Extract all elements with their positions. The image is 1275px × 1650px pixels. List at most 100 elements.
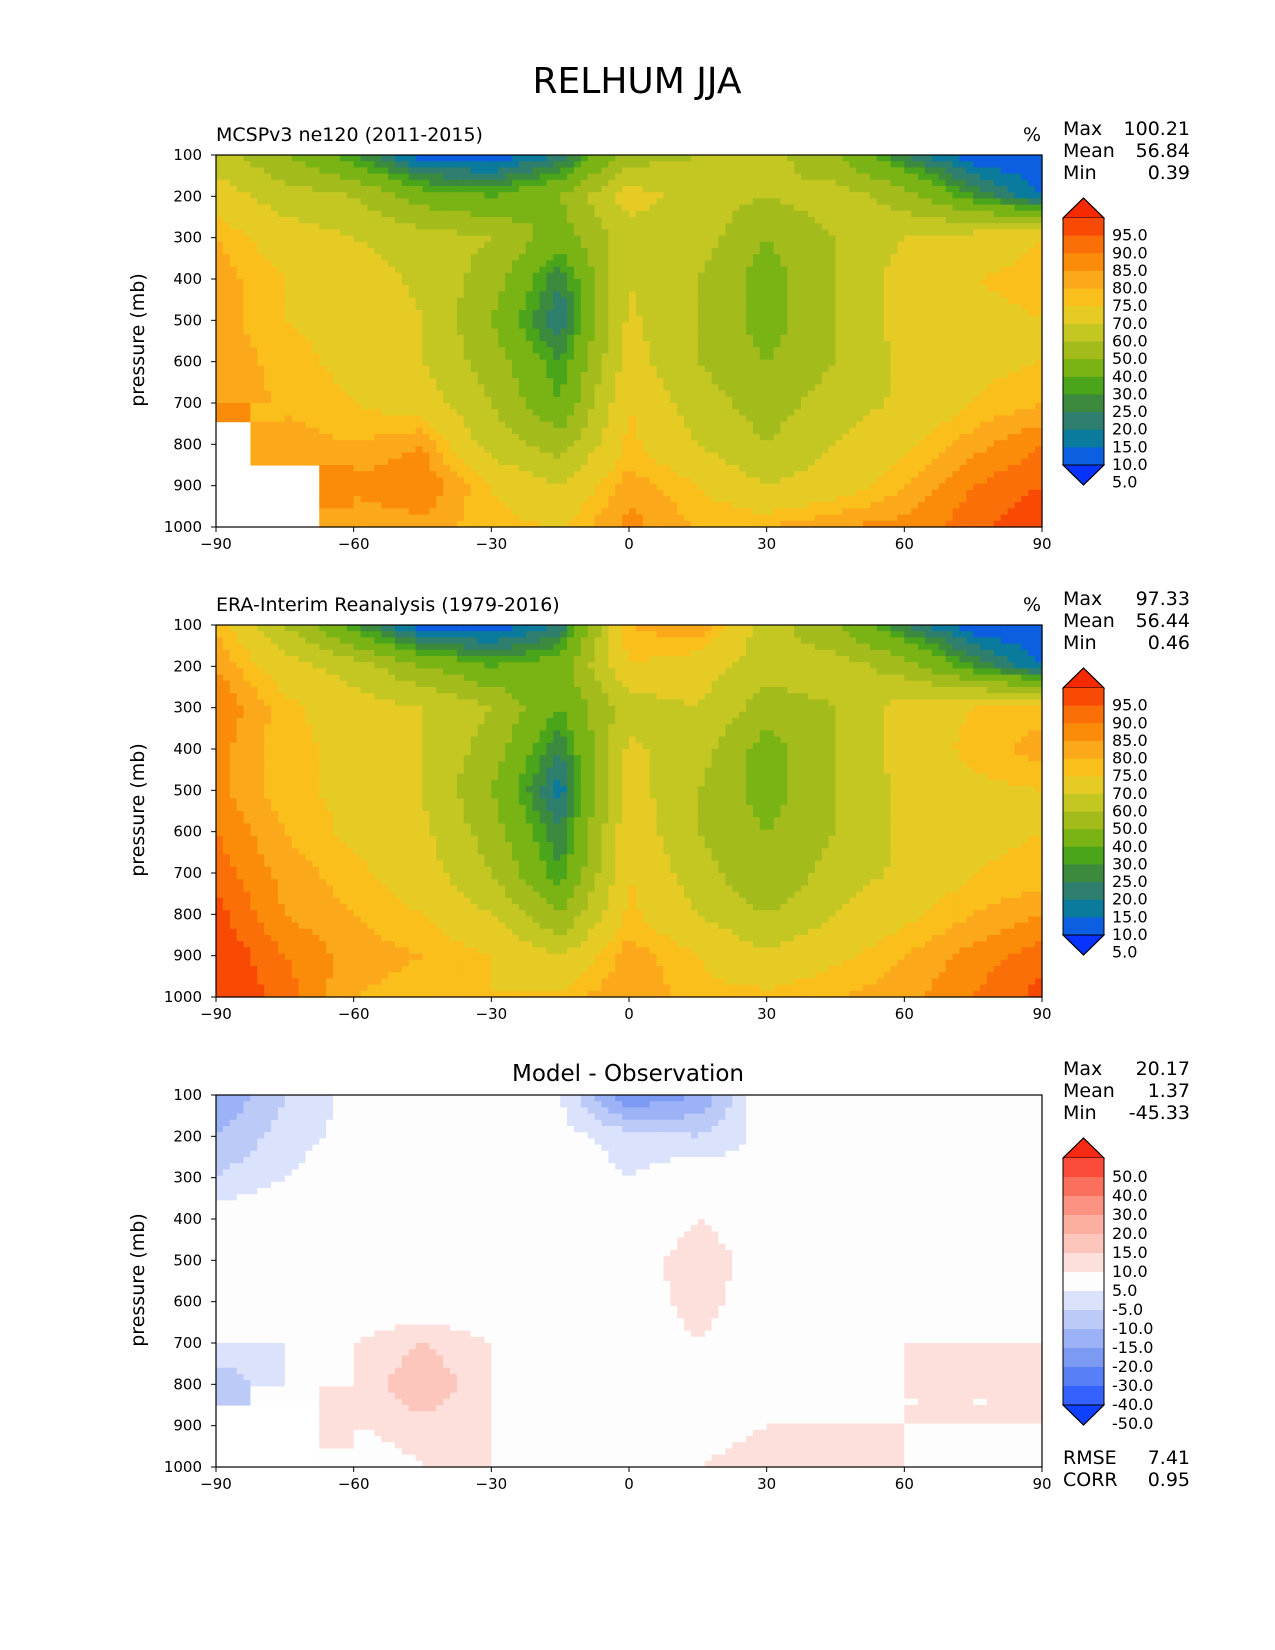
contour-cell <box>388 341 395 348</box>
contour-cell <box>753 316 760 323</box>
contour-cell <box>230 310 237 317</box>
contour-cell <box>932 397 939 404</box>
contour-cell <box>292 291 299 298</box>
contour-cell <box>347 254 354 261</box>
contour-cell <box>457 217 464 224</box>
contour-cell <box>340 372 347 379</box>
contour-cell <box>622 298 629 305</box>
contour-cell <box>615 347 622 354</box>
contour-cell <box>347 229 354 236</box>
contour-cell <box>718 353 725 360</box>
contour-cell <box>588 329 595 336</box>
contour-cell <box>911 353 918 360</box>
contour-cell <box>326 273 333 280</box>
contour-cell <box>1028 167 1035 174</box>
contour-cell <box>705 260 712 267</box>
contour-cell <box>305 174 312 181</box>
contour-cell <box>746 192 753 199</box>
contour-cell <box>216 360 223 367</box>
contour-cell <box>588 211 595 218</box>
contour-cell <box>959 192 966 199</box>
contour-cell <box>1021 316 1028 323</box>
contour-cell <box>471 341 478 348</box>
contour-cell <box>519 186 526 193</box>
contour-cell <box>250 353 257 360</box>
contour-cell <box>478 316 485 323</box>
contour-cell <box>347 291 354 298</box>
contour-cell <box>292 161 299 168</box>
contour-cell <box>622 217 629 224</box>
contour-cell <box>787 329 794 336</box>
contour-cell <box>966 310 973 317</box>
contour-cell <box>897 285 904 292</box>
contour-cell <box>237 248 244 255</box>
contour-cell <box>354 304 361 311</box>
contour-cell <box>643 267 650 274</box>
contour-cell <box>801 211 808 218</box>
contour-cell <box>780 192 787 199</box>
contour-cell <box>712 341 719 348</box>
contour-cell <box>657 335 664 342</box>
contour-cell <box>980 353 987 360</box>
contour-cell <box>822 155 829 162</box>
contour-cell <box>946 341 953 348</box>
contour-cell <box>884 260 891 267</box>
contour-cell <box>622 192 629 199</box>
contour-cell <box>897 316 904 323</box>
contour-cell <box>312 229 319 236</box>
contour-cell <box>574 242 581 249</box>
contour-cell <box>939 242 946 249</box>
contour-cell <box>533 397 540 404</box>
contour-cell <box>684 360 691 367</box>
contour-cell <box>478 242 485 249</box>
contour-cell <box>629 198 636 205</box>
contour-cell <box>264 372 271 379</box>
contour-cell <box>491 217 498 224</box>
contour-cell <box>650 248 657 255</box>
contour-cell <box>1028 341 1035 348</box>
contour-cell <box>581 384 588 391</box>
contour-cell <box>450 347 457 354</box>
contour-cell <box>361 186 368 193</box>
contour-cell <box>595 273 602 280</box>
contour-cell <box>615 384 622 391</box>
contour-cell <box>567 155 574 162</box>
contour-cell <box>361 298 368 305</box>
contour-cell <box>526 180 533 187</box>
contour-cell <box>794 248 801 255</box>
contour-cell <box>643 304 650 311</box>
contour-cell <box>815 186 822 193</box>
contour-cell <box>264 316 271 323</box>
contour-cell <box>608 180 615 187</box>
contour-cell <box>464 192 471 199</box>
contour-cell <box>698 298 705 305</box>
contour-cell <box>223 229 230 236</box>
contour-cell <box>698 254 705 261</box>
contour-cell <box>842 161 849 168</box>
contour-cell <box>540 391 547 398</box>
contour-cell <box>746 285 753 292</box>
contour-cell <box>409 211 416 218</box>
contour-cell <box>443 316 450 323</box>
contour-cell <box>278 397 285 404</box>
contour-cell <box>1028 397 1035 404</box>
contour-cell <box>388 378 395 385</box>
contour-cell <box>484 192 491 199</box>
contour-cell <box>856 397 863 404</box>
contour-cell <box>409 384 416 391</box>
contour-cell <box>877 378 884 385</box>
contour-cell <box>464 273 471 280</box>
contour-cell <box>305 229 312 236</box>
contour-cell <box>780 180 787 187</box>
contour-cell <box>374 279 381 286</box>
contour-cell <box>774 223 781 230</box>
contour-cell <box>608 366 615 373</box>
contour-cell <box>278 341 285 348</box>
contour-cell <box>691 248 698 255</box>
contour-cell <box>367 353 374 360</box>
contour-cell <box>354 279 361 286</box>
contour-cell <box>849 316 856 323</box>
contour-cell <box>870 260 877 267</box>
contour-cell <box>560 384 567 391</box>
contour-cell <box>1001 167 1008 174</box>
